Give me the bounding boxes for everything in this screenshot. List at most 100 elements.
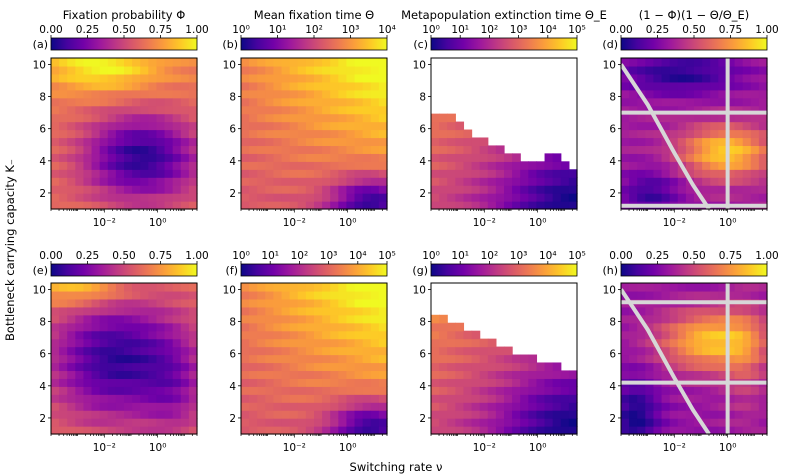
heatmap-cell — [140, 362, 149, 372]
heatmap-cell — [241, 330, 250, 340]
heatmap-cell — [314, 137, 323, 147]
heatmap-cell — [653, 65, 663, 75]
heatmap-cell — [439, 201, 448, 210]
heatmap-cell — [750, 354, 760, 364]
heatmap-cell — [528, 169, 538, 178]
heatmap-cell — [67, 283, 76, 292]
heatmap-cell — [314, 314, 323, 324]
heatmap-cell — [653, 185, 663, 194]
heatmap-cell — [107, 113, 117, 123]
heatmap-cell — [447, 113, 456, 123]
heatmap-cell — [330, 322, 339, 332]
heatmap-cell — [241, 298, 250, 308]
heatmap-cell — [281, 346, 291, 356]
heatmap-cell — [734, 145, 744, 154]
heatmap-cell — [718, 362, 728, 372]
heatmap-cell — [447, 370, 456, 379]
heatmap-cell — [370, 153, 380, 162]
heatmap-cell — [653, 177, 663, 186]
colorbar-tick-label: 10³ — [510, 250, 528, 262]
heatmap-cell — [180, 65, 190, 75]
heatmap-cell — [726, 346, 736, 356]
heatmap-cell — [702, 402, 711, 411]
heatmap-cell — [463, 177, 473, 186]
heatmap-cell — [702, 169, 711, 178]
heatmap-cell — [431, 362, 440, 372]
heatmap-cell — [362, 410, 372, 419]
heatmap-cell — [297, 314, 307, 324]
heatmap-cell — [289, 161, 299, 170]
heatmap-cell — [51, 306, 60, 316]
heatmap-cell — [702, 81, 711, 91]
heatmap-cell — [164, 58, 174, 67]
heatmap-cell — [322, 65, 331, 75]
heatmap-cell — [621, 177, 630, 186]
heatmap-cell — [148, 298, 158, 308]
heatmap-cell — [75, 113, 85, 123]
heatmap-cell — [99, 298, 109, 308]
heatmap-cell — [637, 113, 646, 123]
heatmap-cell — [645, 322, 655, 332]
heatmap-cell — [750, 283, 760, 292]
heatmap-cell — [99, 418, 109, 427]
heatmap-cell — [124, 121, 133, 131]
heatmap-cell — [67, 137, 76, 147]
heatmap-cell — [156, 153, 166, 162]
heatmap-cell — [552, 201, 562, 210]
heatmap-cell — [51, 193, 60, 202]
heatmap-cell — [59, 298, 68, 308]
heatmap-cell — [148, 73, 158, 83]
heatmap-cell — [281, 193, 291, 202]
heatmap-cell — [439, 370, 448, 379]
heatmap-cell — [362, 129, 372, 139]
heatmap-cell — [99, 306, 109, 316]
heatmap-cell — [91, 394, 101, 403]
heatmap-cell — [148, 362, 158, 372]
heatmap-cell — [289, 370, 299, 379]
heatmap-cell — [59, 338, 68, 348]
heatmap-cell — [273, 73, 283, 83]
heatmap-cell — [463, 354, 473, 364]
colorbar-tick-label: 10⁴ — [539, 24, 557, 36]
heatmap-cell — [479, 169, 489, 178]
heatmap-cell — [677, 354, 687, 364]
heatmap-cell — [346, 169, 356, 178]
heatmap-cell — [479, 185, 489, 194]
heatmap-cell — [621, 386, 630, 395]
heatmap-cell — [536, 193, 546, 202]
heatmap-cell — [718, 185, 728, 194]
heatmap-cell — [742, 283, 752, 292]
heatmap-cell — [273, 394, 283, 403]
heatmap-cell — [677, 145, 687, 154]
heatmap-cell — [362, 58, 372, 67]
heatmap-cell — [560, 426, 570, 435]
heatmap-cell — [164, 201, 174, 210]
heatmap-cell — [281, 322, 291, 332]
heatmap-cell — [338, 418, 348, 427]
heatmap-cell — [51, 354, 60, 364]
heatmap-cell — [132, 153, 141, 162]
heatmap-cell — [305, 145, 315, 154]
heatmap-cell — [322, 354, 331, 364]
heatmap-cell — [354, 58, 364, 67]
heatmap-cell — [487, 394, 497, 403]
heatmap-cell — [726, 73, 736, 83]
heatmap-cell — [75, 89, 85, 99]
heatmap-cell — [107, 73, 117, 83]
heatmap-cell — [370, 201, 380, 210]
heatmap-cell — [91, 426, 101, 435]
heatmap-cell — [107, 121, 117, 131]
heatmap-cell — [677, 290, 687, 300]
heatmap-cell — [742, 362, 752, 372]
heatmap-cell — [362, 306, 372, 316]
heatmap-cell — [83, 426, 93, 435]
heatmap-cell — [188, 394, 198, 403]
heatmap-cell — [718, 113, 728, 123]
heatmap-cell — [67, 145, 76, 154]
heatmap-cell — [188, 105, 198, 115]
heatmap-cell — [140, 193, 149, 202]
heatmap-cell — [568, 201, 578, 210]
heatmap-cell — [439, 121, 448, 131]
heatmap-cell — [241, 81, 250, 91]
heatmap-cell — [132, 121, 141, 131]
